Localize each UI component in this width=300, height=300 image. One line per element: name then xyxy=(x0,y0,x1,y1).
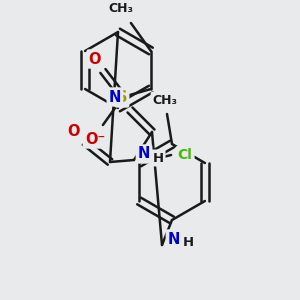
Text: S: S xyxy=(117,91,127,106)
Text: O⁻: O⁻ xyxy=(85,131,105,146)
Text: CH₃: CH₃ xyxy=(108,2,134,16)
Text: Cl: Cl xyxy=(178,148,193,162)
Text: N: N xyxy=(168,232,180,247)
Text: N: N xyxy=(109,89,121,104)
Text: O: O xyxy=(67,124,79,140)
Text: CH₃: CH₃ xyxy=(152,94,178,106)
Text: H: H xyxy=(182,236,194,250)
Text: O: O xyxy=(89,52,101,67)
Text: H: H xyxy=(152,152,164,164)
Text: N: N xyxy=(138,146,150,161)
